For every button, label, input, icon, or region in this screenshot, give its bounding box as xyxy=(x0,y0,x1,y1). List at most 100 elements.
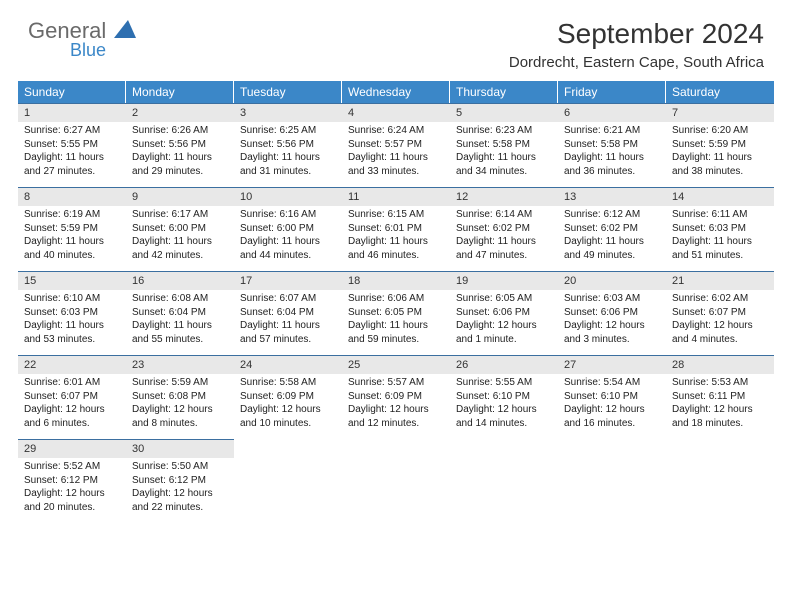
day-info-line: Sunset: 6:06 PM xyxy=(558,306,666,320)
day-info-line: Daylight: 11 hours xyxy=(450,235,558,249)
day-info-line: Sunrise: 5:57 AM xyxy=(342,376,450,390)
day-info-line: Daylight: 11 hours xyxy=(342,319,450,333)
day-info-line: and 6 minutes. xyxy=(18,417,126,431)
day-info-line: and 14 minutes. xyxy=(450,417,558,431)
day-info-line: Sunset: 6:10 PM xyxy=(450,390,558,404)
day-number: 25 xyxy=(342,356,450,374)
day-info-line: and 34 minutes. xyxy=(450,165,558,179)
day-info-line: Daylight: 11 hours xyxy=(342,151,450,165)
day-cell: 7 Sunrise: 6:20 AMSunset: 5:59 PMDaylight… xyxy=(666,103,774,187)
day-info-line: Sunset: 5:59 PM xyxy=(666,138,774,152)
day-info-line: Daylight: 11 hours xyxy=(666,151,774,165)
day-info-line: Sunset: 5:56 PM xyxy=(234,138,342,152)
day-info-line: Sunset: 6:12 PM xyxy=(18,474,126,488)
day-info-line: Sunset: 6:09 PM xyxy=(342,390,450,404)
weekday-header: Monday xyxy=(126,81,234,103)
empty-cell xyxy=(342,439,450,523)
day-cell: 16Sunrise: 6:08 AMSunset: 6:04 PMDayligh… xyxy=(126,271,234,355)
day-number: 1 xyxy=(18,104,126,122)
day-info-line: Sunrise: 6:14 AM xyxy=(450,208,558,222)
day-info-line: Sunrise: 6:20 AM xyxy=(666,124,774,138)
title-block: September 2024 Dordrecht, Eastern Cape, … xyxy=(509,18,764,71)
day-number: 8 xyxy=(18,188,126,206)
day-info-line: and 4 minutes. xyxy=(666,333,774,347)
day-info-line: Sunrise: 6:08 AM xyxy=(126,292,234,306)
day-cell: 2Sunrise: 6:26 AMSunset: 5:56 PMDaylight… xyxy=(126,103,234,187)
logo-text: General Blue xyxy=(28,18,136,61)
day-cell: 1Sunrise: 6:27 AMSunset: 5:55 PMDaylight… xyxy=(18,103,126,187)
day-info-line: Daylight: 11 hours xyxy=(126,235,234,249)
day-cell: 13Sunrise: 6:12 AMSunset: 6:02 PMDayligh… xyxy=(558,187,666,271)
header: General Blue September 2024 Dordrecht, E… xyxy=(0,0,792,75)
day-number: 20 xyxy=(558,272,666,290)
day-info-line: Sunrise: 6:05 AM xyxy=(450,292,558,306)
day-info-line: Sunrise: 6:25 AM xyxy=(234,124,342,138)
day-info-line: and 59 minutes. xyxy=(342,333,450,347)
day-info-line: Daylight: 12 hours xyxy=(126,403,234,417)
day-info-line: Sunrise: 6:03 AM xyxy=(558,292,666,306)
day-cell: 23Sunrise: 5:59 AMSunset: 6:08 PMDayligh… xyxy=(126,355,234,439)
weekday-header: Thursday xyxy=(450,81,558,103)
day-info-line: Sunrise: 6:07 AM xyxy=(234,292,342,306)
day-cell: 5Sunrise: 6:23 AMSunset: 5:58 PMDaylight… xyxy=(450,103,558,187)
day-info-line: Daylight: 12 hours xyxy=(234,403,342,417)
calendar-body: 1Sunrise: 6:27 AMSunset: 5:55 PMDaylight… xyxy=(18,103,774,523)
day-cell: 9Sunrise: 6:17 AMSunset: 6:00 PMDaylight… xyxy=(126,187,234,271)
day-info-line: and 27 minutes. xyxy=(18,165,126,179)
day-info-line: Sunset: 5:56 PM xyxy=(126,138,234,152)
day-info-line: Daylight: 11 hours xyxy=(342,235,450,249)
day-info-line: Sunset: 6:12 PM xyxy=(126,474,234,488)
day-number: 4 xyxy=(342,104,450,122)
day-info-line: Sunrise: 6:11 AM xyxy=(666,208,774,222)
logo-word2: Blue xyxy=(70,40,136,61)
day-number: 26 xyxy=(450,356,558,374)
day-info-line: Daylight: 12 hours xyxy=(666,319,774,333)
day-info-line: Sunset: 6:03 PM xyxy=(666,222,774,236)
day-info-line: and 53 minutes. xyxy=(18,333,126,347)
day-cell: 4Sunrise: 6:24 AMSunset: 5:57 PMDaylight… xyxy=(342,103,450,187)
calendar-header-row: SundayMondayTuesdayWednesdayThursdayFrid… xyxy=(18,81,774,103)
day-cell: 17Sunrise: 6:07 AMSunset: 6:04 PMDayligh… xyxy=(234,271,342,355)
day-info-line: and 57 minutes. xyxy=(234,333,342,347)
day-info-line: and 51 minutes. xyxy=(666,249,774,263)
day-info-line: and 8 minutes. xyxy=(126,417,234,431)
day-info-line: Sunrise: 6:17 AM xyxy=(126,208,234,222)
day-info-line: and 29 minutes. xyxy=(126,165,234,179)
day-number: 19 xyxy=(450,272,558,290)
day-info-line: Sunset: 6:01 PM xyxy=(342,222,450,236)
day-number: 11 xyxy=(342,188,450,206)
weekday-header: Wednesday xyxy=(342,81,450,103)
day-number: 17 xyxy=(234,272,342,290)
day-info-line: Sunrise: 6:27 AM xyxy=(18,124,126,138)
day-info-line: and 12 minutes. xyxy=(342,417,450,431)
day-info-line: Sunset: 6:07 PM xyxy=(18,390,126,404)
day-number: 16 xyxy=(126,272,234,290)
day-info-line: and 20 minutes. xyxy=(18,501,126,515)
day-cell: 29Sunrise: 5:52 AMSunset: 6:12 PMDayligh… xyxy=(18,439,126,523)
day-info-line: Sunset: 6:07 PM xyxy=(666,306,774,320)
day-number: 27 xyxy=(558,356,666,374)
weekday-header: Saturday xyxy=(666,81,774,103)
day-info-line: Daylight: 11 hours xyxy=(558,151,666,165)
day-cell: 20Sunrise: 6:03 AMSunset: 6:06 PMDayligh… xyxy=(558,271,666,355)
day-info-line: and 10 minutes. xyxy=(234,417,342,431)
day-info-line: Daylight: 12 hours xyxy=(450,319,558,333)
day-number: 7 xyxy=(666,104,774,122)
day-cell: 21Sunrise: 6:02 AMSunset: 6:07 PMDayligh… xyxy=(666,271,774,355)
day-cell: 3Sunrise: 6:25 AMSunset: 5:56 PMDaylight… xyxy=(234,103,342,187)
day-cell: 8Sunrise: 6:19 AMSunset: 5:59 PMDaylight… xyxy=(18,187,126,271)
day-number: 21 xyxy=(666,272,774,290)
day-info-line: Daylight: 11 hours xyxy=(18,235,126,249)
day-info-line: Sunrise: 6:19 AM xyxy=(18,208,126,222)
day-info-line: Sunset: 6:11 PM xyxy=(666,390,774,404)
day-info-line: Daylight: 11 hours xyxy=(126,319,234,333)
day-info-line: Sunrise: 6:23 AM xyxy=(450,124,558,138)
day-info-line: Sunset: 6:00 PM xyxy=(234,222,342,236)
day-info-line: Sunrise: 6:16 AM xyxy=(234,208,342,222)
day-info-line: and 42 minutes. xyxy=(126,249,234,263)
day-number: 29 xyxy=(18,440,126,458)
day-cell: 19Sunrise: 6:05 AMSunset: 6:06 PMDayligh… xyxy=(450,271,558,355)
day-info-line: and 16 minutes. xyxy=(558,417,666,431)
day-cell: 18Sunrise: 6:06 AMSunset: 6:05 PMDayligh… xyxy=(342,271,450,355)
day-info-line: Sunset: 6:02 PM xyxy=(558,222,666,236)
